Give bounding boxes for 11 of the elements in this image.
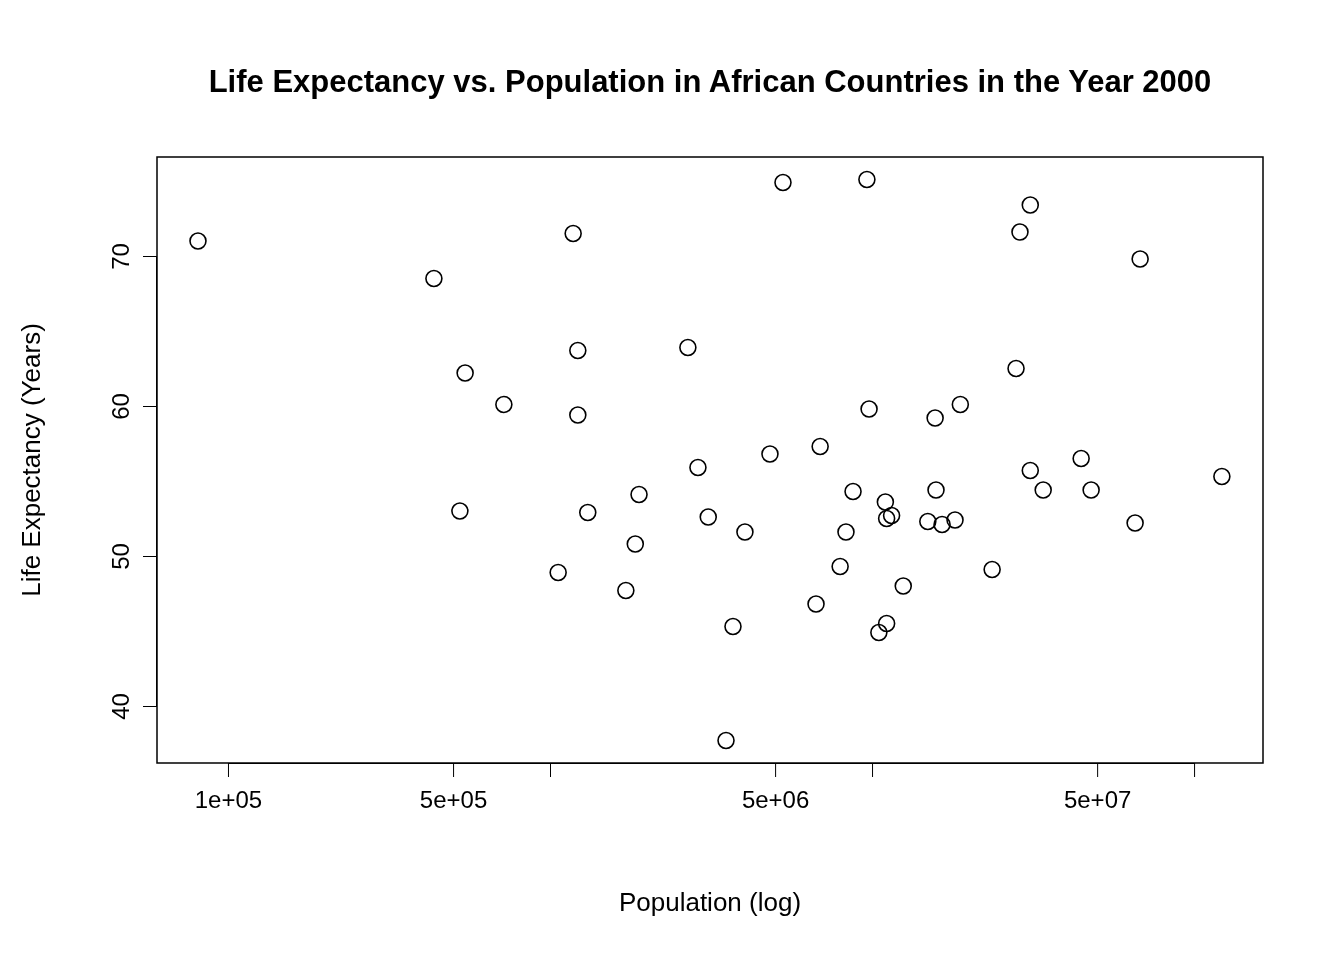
y-tick-label: 40 <box>107 693 135 720</box>
x-tick-label: 5e+05 <box>419 786 488 814</box>
y-tick-label: 50 <box>107 543 135 570</box>
chart-title: Life Expectancy vs. Population in African Countries in the Year 2000 <box>208 64 1212 99</box>
y-axis-title: Life Expectancy (Years) <box>16 323 46 597</box>
x-tick-label: 1e+05 <box>194 786 263 814</box>
x-tick-label: 5e+07 <box>1063 786 1132 814</box>
x-axis-title: Population (log) <box>618 887 802 917</box>
y-tick-label: 70 <box>107 243 135 270</box>
y-tick-label: 60 <box>107 393 135 420</box>
x-tick-label: 5e+06 <box>741 786 810 814</box>
